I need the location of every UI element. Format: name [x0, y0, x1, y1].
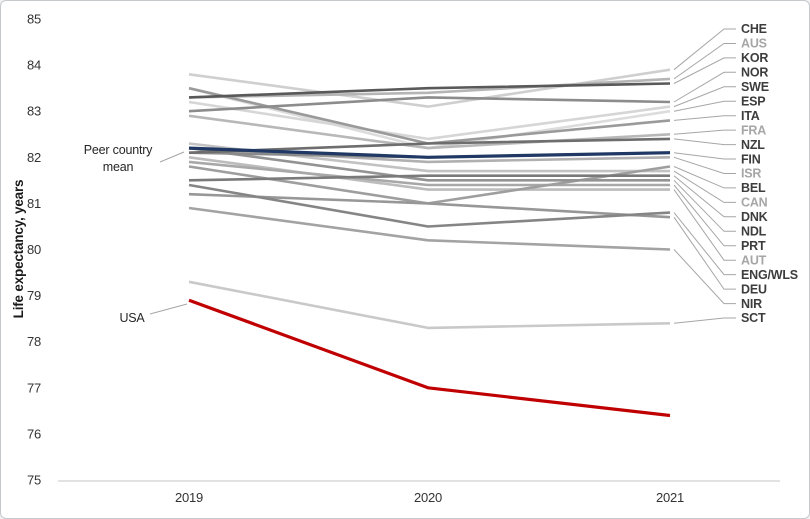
y-tick-label: 85 [27, 12, 41, 27]
label-connector [673, 184, 736, 247]
country-label-prt: PRT [741, 239, 766, 253]
country-label-esp: ESP [741, 94, 765, 108]
series-line-kor [188, 82, 671, 99]
series-line-fra [188, 114, 671, 150]
annotations-layer: Peer country mean USA [84, 143, 188, 325]
y-tick-label: 83 [27, 104, 41, 119]
label-connector [673, 138, 736, 146]
x-tick-label: 2019 [175, 490, 203, 505]
axes-layer: 75 76 77 78 79 80 81 82 83 84 85 2019 2020 2021 [27, 12, 780, 505]
series-line-aut [188, 156, 670, 191]
series-line-aus [188, 77, 671, 99]
connectors-layer [673, 28, 736, 324]
label-connector [673, 249, 736, 305]
series-line-prt [188, 160, 670, 187]
country-label-can: CAN [741, 196, 768, 210]
country-label-nir: NIR [741, 297, 762, 311]
label-connector [673, 156, 736, 174]
label-connector [673, 170, 736, 203]
series-line-sct [188, 280, 671, 330]
country-label-aut: AUT [741, 253, 767, 267]
series-line-che [188, 68, 671, 108]
country-label-isr: ISR [741, 167, 761, 181]
y-tick-label: 82 [27, 150, 41, 165]
series-line-eng-wls [188, 183, 671, 228]
label-connector [673, 152, 736, 160]
country-label-che: CHE [741, 22, 767, 36]
annotation-text: Peer country [84, 143, 153, 157]
series-line-dnk [188, 174, 670, 182]
y-tick-label: 78 [27, 334, 41, 349]
country-label-sct: SCT [741, 311, 766, 325]
y-axis-title: Life expectancy, years [11, 180, 26, 319]
y-tick-label: 84 [27, 58, 41, 73]
label-connector [673, 216, 736, 290]
annotation-text: mean [103, 160, 134, 174]
label-connector [673, 57, 736, 84]
series-line-nir [188, 206, 671, 251]
label-connector [673, 28, 736, 71]
label-connector [673, 189, 736, 261]
country-label-fin: FIN [741, 152, 761, 166]
label-connector [673, 317, 736, 324]
x-tick-label: 2020 [414, 490, 442, 505]
country-label-bel: BEL [741, 181, 766, 195]
series-layer [188, 68, 671, 418]
country-label-dnk: DNK [741, 210, 768, 224]
country-label-nzl: NZL [741, 138, 765, 152]
label-connector [673, 166, 736, 189]
y-tick-label: 76 [27, 426, 41, 441]
y-tick-label: 77 [27, 380, 41, 395]
country-label-swe: SWE [741, 80, 769, 94]
series-line-peer-country-mean [188, 146, 671, 159]
country-labels-layer: CHEAUSKORNORSWEESPITAFRANZLFINISRBELCAND… [741, 22, 798, 325]
x-tick-label: 2021 [656, 490, 684, 505]
label-connector [673, 175, 736, 218]
y-tick-label: 81 [27, 196, 41, 211]
series-line-ndl [188, 146, 670, 182]
y-tick-label: 79 [27, 288, 41, 303]
label-connector [673, 43, 736, 80]
series-line-swe [188, 100, 671, 141]
country-label-deu: DEU [741, 282, 767, 296]
series-line-deu [188, 192, 671, 219]
label-connector [673, 86, 736, 108]
country-label-aus: AUS [741, 37, 767, 51]
annotation-connector [159, 151, 185, 163]
y-tick-label: 75 [27, 473, 41, 488]
country-label-kor: KOR [741, 51, 768, 65]
country-label-nor: NOR [741, 66, 768, 80]
series-line-nor [188, 96, 671, 113]
country-label-ita: ITA [741, 109, 760, 123]
annotation-connector [149, 303, 188, 315]
label-connector [673, 115, 736, 121]
label-connector [673, 129, 736, 135]
country-label-eng-wls: ENG/WLS [741, 268, 798, 282]
label-connector [673, 179, 736, 232]
country-label-fra: FRA [741, 123, 766, 137]
series-line-usa [188, 298, 671, 418]
label-connector [673, 71, 736, 103]
label-connector [673, 212, 736, 276]
annotation-text: USA [119, 311, 145, 325]
label-connector [673, 100, 736, 112]
country-label-ndl: NDL [741, 225, 767, 239]
y-tick-label: 80 [27, 242, 41, 257]
